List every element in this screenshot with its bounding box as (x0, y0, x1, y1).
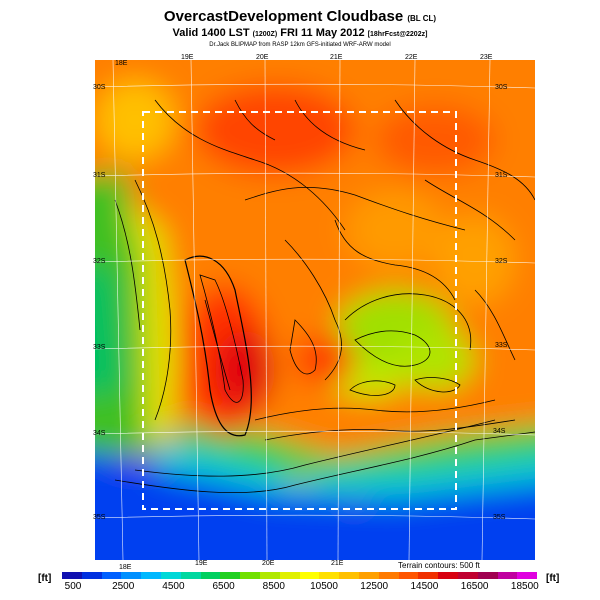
colorbar-swatch (477, 572, 498, 579)
lon-label-top: 20E (256, 54, 269, 61)
colorbar-swatch (279, 572, 300, 579)
colorbar (62, 572, 538, 579)
colorbar-swatch (418, 572, 439, 579)
valid-utc: (1200Z) (252, 31, 278, 38)
lat-label-right: 31S (495, 172, 508, 179)
colorbar-unit-left: [ft] (38, 573, 52, 584)
model-credit: Dr.Jack BLIPMAP from RASP 12km GFS-initi… (209, 42, 391, 48)
forecast-map: 18E 19E 20E 21E 22E 23E 18E 19E 20E 21E … (93, 54, 535, 571)
lon-label-bottom: 19E (195, 560, 208, 567)
colorbar-swatch (497, 572, 518, 579)
lon-label-bottom: 20E (262, 560, 275, 567)
valid-time-line: Valid 1400 LST (1200Z) FRI 11 May 2012 [… (0, 27, 600, 39)
lat-label-right: 34S (493, 428, 506, 435)
colorbar-swatch (220, 572, 241, 579)
colorbar-swatch (62, 572, 82, 579)
colorbar-swatch (81, 572, 102, 579)
lon-label-top: 23E (480, 54, 493, 61)
colorbar-swatch (438, 572, 458, 579)
inner-domain-boundary (142, 111, 457, 510)
colorbar-tick-label: 6500 (212, 581, 235, 592)
colorbar-tick-label: 8500 (262, 581, 285, 592)
map-title: OvercastDevelopment Cloudbase (BL CL) (0, 8, 600, 25)
colorbar-tick-label: 14500 (410, 581, 439, 592)
lat-label-left: 31S (93, 172, 106, 179)
lon-label-top: 18E (115, 60, 128, 67)
lat-label-right: 35S (493, 514, 506, 521)
colorbar-swatch (259, 572, 280, 579)
map-canvas (95, 60, 535, 560)
colorbar-swatch (517, 572, 538, 579)
lon-label-bottom: 18E (119, 564, 132, 571)
colorbar-swatch (457, 572, 478, 579)
cloudbase-field (95, 60, 535, 560)
colorbar-tick-label: 4500 (162, 581, 185, 592)
lat-label-left: 35S (93, 514, 106, 521)
colorbar-tick-label: 10500 (310, 581, 338, 592)
colorbar-tick-label: 12500 (360, 581, 389, 592)
terrain-contour-note: Terrain contours: 500 ft (398, 561, 480, 570)
lat-label-left: 33S (93, 344, 106, 351)
terrain-contours (114, 99, 535, 494)
lat-lon-grid (95, 60, 535, 560)
forecast-tag: [18hrFcst@2202z] (367, 31, 428, 38)
lat-label-right: 30S (495, 84, 508, 91)
lat-label-right: 32S (495, 258, 508, 265)
valid-local: Valid 1400 LST (172, 27, 250, 39)
valid-date: FRI 11 May 2012 (280, 27, 365, 39)
lat-label-left: 34S (93, 430, 106, 437)
colorbar-tick-label: 18500 (510, 581, 539, 592)
colorbar-swatch (398, 572, 419, 579)
colorbar-swatch (378, 572, 399, 579)
colorbar-swatch (240, 572, 260, 579)
title-text: OvercastDevelopment Cloudbase (163, 8, 404, 25)
lon-label-top: 19E (181, 54, 194, 61)
colorbar-swatch (141, 572, 161, 579)
colorbar-tick-label: 2500 (112, 581, 135, 592)
lat-label-left: 32S (93, 258, 106, 265)
colorbar-tick-label: 16500 (460, 581, 489, 592)
lat-label-left: 30S (93, 84, 106, 91)
colorbar-swatch (160, 572, 181, 579)
colorbar-swatch (101, 572, 122, 579)
colorbar-swatch (319, 572, 340, 579)
colorbar-swatch (200, 572, 221, 579)
title-tag: (BL CL) (407, 14, 437, 23)
colorbar-swatch (299, 572, 320, 579)
colorbar-swatch (180, 572, 201, 579)
colorbar-unit-right: [ft] (546, 573, 560, 584)
lon-label-bottom: 21E (331, 560, 344, 567)
colorbar-tick-label: 500 (64, 581, 82, 592)
lat-label-right: 33S (495, 342, 508, 349)
lon-label-top: 22E (405, 54, 418, 61)
colorbar-swatch (121, 572, 142, 579)
colorbar-swatch (358, 572, 379, 579)
lon-label-top: 21E (330, 54, 343, 61)
colorbar-swatch (339, 572, 359, 579)
